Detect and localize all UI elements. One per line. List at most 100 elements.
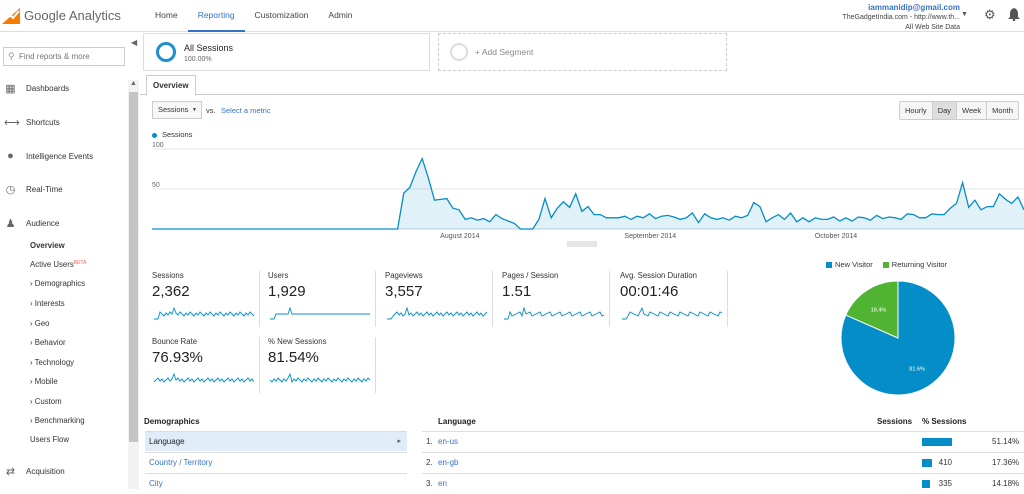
segment-all-sessions[interactable]: All Sessions 100.00%: [143, 33, 430, 71]
sparkline-path: [153, 372, 255, 383]
sidebar-scrollbar[interactable]: ▲: [128, 80, 139, 489]
sidebar-item-real-time[interactable]: ◷ Real-Time: [0, 180, 130, 200]
pie-slice-returning-visitor: [845, 280, 899, 339]
top-bar: Google Analytics Home Reporting Customiz…: [0, 0, 1024, 32]
nav-reporting[interactable]: Reporting: [187, 0, 245, 32]
sidebar-sub-custom[interactable]: › Custom: [30, 397, 62, 406]
x-tick-label: October 2014: [815, 233, 858, 240]
nav-admin[interactable]: Admin: [328, 10, 353, 20]
kpi-bounce-rate[interactable]: Bounce Rate 76.93%: [152, 337, 260, 393]
hourly-button[interactable]: Hourly: [900, 102, 933, 119]
legend-returning-visitor[interactable]: Returning Visitor: [882, 260, 948, 269]
sessions-chart[interactable]: 100 50 August 2014 September 2014 October 20…: [140, 141, 1024, 243]
kpi-value: 1.51: [502, 283, 532, 300]
sidebar-item-shortcuts[interactable]: ⟷ Shortcuts: [0, 113, 130, 133]
pct-value: 14.18%: [992, 479, 1020, 488]
col-header-language: Language: [438, 417, 476, 426]
search-box[interactable]: ⚲: [3, 47, 125, 66]
sidebar-sub-mobile[interactable]: › Mobile: [30, 377, 58, 386]
clock-icon: ◷: [5, 184, 16, 196]
sidebar-sub-overview[interactable]: Overview: [30, 241, 65, 250]
kpi-sparkline: [269, 372, 371, 384]
row-number: 3.: [426, 479, 433, 488]
sparkline-path: [622, 306, 723, 320]
sidebar-sub-active-users[interactable]: Active UsersBETA: [30, 260, 86, 269]
demographics-country[interactable]: Country / Territory: [145, 452, 407, 472]
sidebar-sub-demographics[interactable]: › Demographics: [30, 279, 86, 288]
chevron-right-icon: ▸: [397, 438, 401, 445]
kpi-avg-session-duration[interactable]: Avg. Session Duration 00:01:46: [620, 271, 728, 327]
sidebar-item-audience[interactable]: ♟ Audience: [0, 214, 130, 234]
kpi-sparkline: [622, 306, 723, 320]
report-main: All Sessions 100.00% + Add Segment Overv…: [140, 33, 1024, 489]
sidebar-item-label: Real-Time: [26, 185, 63, 194]
legend-label: Returning Visitor: [891, 260, 948, 269]
arrows-icon: ⟷: [4, 117, 20, 129]
legend-swatch: [826, 262, 832, 269]
beta-badge: BETA: [73, 260, 87, 266]
chart-resize-handle[interactable]: [567, 241, 597, 247]
language-link[interactable]: en: [438, 479, 447, 488]
caret-down-icon[interactable]: ▼: [961, 11, 968, 18]
sidebar-item-intelligence-events[interactable]: ● Intelligence Events: [0, 147, 130, 167]
pie-legend: New Visitor Returning Visitor: [826, 260, 947, 269]
col-header-sessions[interactable]: Sessions: [877, 417, 913, 426]
sidebar-sub-behavior[interactable]: › Behavior: [30, 338, 66, 347]
kpi-sessions[interactable]: Sessions 2,362: [152, 271, 260, 327]
app-name: Google Analytics: [24, 8, 121, 23]
nav-home[interactable]: Home: [155, 10, 178, 20]
table-row: 2. en-gb 410 17.36%: [422, 452, 1024, 472]
sidebar-item-dashboards[interactable]: ▦ Dashboards: [0, 79, 130, 99]
scroll-up-icon[interactable]: ▲: [130, 80, 137, 87]
language-link[interactable]: en-us: [438, 437, 459, 446]
day-button[interactable]: Day: [932, 102, 958, 119]
segment-pct: 100.00%: [184, 56, 212, 63]
pct-bar: [922, 459, 933, 467]
gear-icon[interactable]: ⚙: [984, 7, 996, 22]
account-selector[interactable]: iammanidip@gmail.com TheGadgetIndia.com …: [843, 3, 961, 33]
tab-overview[interactable]: Overview: [146, 75, 196, 96]
kpi-label: % New Sessions: [268, 337, 327, 346]
visitor-pie-chart[interactable]: 81.6% 18.4%: [838, 278, 958, 398]
sidebar-sub-benchmarking[interactable]: › Benchmarking: [30, 416, 85, 425]
sparkline-path: [270, 306, 370, 320]
bell-icon[interactable]: [1008, 8, 1020, 21]
sidebar-sub-technology[interactable]: › Technology: [30, 358, 75, 367]
search-input[interactable]: [19, 50, 119, 63]
add-segment-button[interactable]: + Add Segment: [438, 33, 727, 71]
ga-logo[interactable]: Google Analytics: [0, 0, 140, 32]
legend-label: New Visitor: [835, 260, 873, 269]
sidebar-sub-users-flow[interactable]: Users Flow: [30, 435, 69, 444]
nav-customization[interactable]: Customization: [254, 10, 309, 20]
kpi-users[interactable]: Users 1,929: [268, 271, 376, 327]
col-header-pct-sessions[interactable]: % Sessions: [922, 417, 967, 426]
pct-value: 17.36%: [992, 458, 1020, 467]
kpi-new-sessions[interactable]: % New Sessions 81.54%: [268, 337, 376, 393]
scrollbar-thumb[interactable]: [129, 92, 138, 442]
sparkline-path: [154, 306, 255, 320]
legend-swatch: [882, 262, 889, 269]
week-button[interactable]: Week: [957, 102, 988, 119]
pct-bar: [922, 480, 931, 488]
demographics-language[interactable]: Language ▸: [145, 431, 407, 451]
kpi-pages-per-session[interactable]: Pages / Session 1.51: [502, 271, 610, 327]
sidebar-sub-geo[interactable]: › Geo: [30, 319, 50, 328]
sidebar-item-label: Dashboards: [26, 84, 70, 93]
table-row: 1. en-us 1,208 51.14%: [422, 431, 1024, 451]
sidebar-item-label: Shortcuts: [26, 118, 60, 127]
kpi-pageviews[interactable]: Pageviews 3,557: [385, 271, 493, 327]
collapse-sidebar-icon[interactable]: ◀: [131, 38, 138, 47]
sidebar-sub-interests[interactable]: › Interests: [30, 299, 65, 308]
demographics-city[interactable]: City: [145, 473, 407, 493]
metric-dropdown[interactable]: Sessions ▼: [152, 101, 202, 119]
kpi-label: Avg. Session Duration: [620, 271, 698, 280]
legend-new-visitor[interactable]: New Visitor: [826, 260, 873, 269]
y-tick-label: 100: [152, 142, 164, 149]
select-metric-link[interactable]: Select a metric: [221, 106, 271, 115]
month-button[interactable]: Month: [987, 102, 1018, 119]
y-tick-label: 50: [152, 182, 160, 189]
sidebar-item-acquisition[interactable]: ⇄ Acquisition: [0, 462, 130, 482]
language-link[interactable]: en-gb: [438, 458, 459, 467]
sparkline-path: [269, 372, 371, 384]
time-granularity: Hourly Day Week Month: [899, 101, 1019, 120]
